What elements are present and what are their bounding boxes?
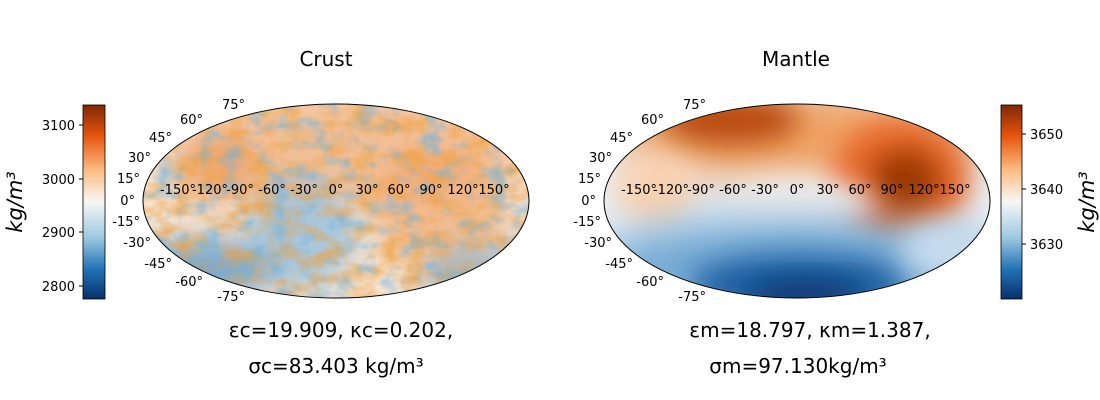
crust-cbar-tick-3100: 3100 (42, 119, 75, 134)
crust-lon-label: -90° (226, 183, 254, 198)
crust-lat-label: -75° (217, 290, 245, 305)
mantle-lat-label: 30° (589, 151, 612, 166)
mantle-lat-label: -30° (584, 236, 612, 251)
crust-latitude-labels: 75° 60° 45° 30° 15° 0° -15° -30° -45° -6… (112, 98, 245, 305)
crust-lat-label: 15° (117, 172, 140, 187)
mantle-latitude-labels: 75° 60° 45° 30° 15° 0° -15° -30° -45° -6… (573, 98, 706, 305)
mantle-lat-label: -45° (605, 257, 633, 272)
crust-lon-label: 90° (419, 183, 442, 198)
mantle-lat-label: -75° (678, 290, 706, 305)
mantle-lon-label: -120° (653, 183, 689, 198)
mantle-cbar-tick-3650: 3650 (1030, 128, 1063, 143)
mantle-colorbar-label: kg/m³ (1075, 171, 1099, 232)
crust-lat-label: -30° (123, 236, 151, 251)
crust-lat-label: 75° (222, 98, 245, 113)
mantle-longitude-labels: -150° -120° -90° -60° -30° 0° 30° 60° 90… (621, 183, 971, 198)
mantle-colorbar-ticks (1022, 133, 1026, 245)
mantle-cbar-tick-3640: 3640 (1030, 183, 1063, 198)
mantle-lon-label: 90° (880, 183, 903, 198)
mantle-caption-line2: σm=97.130kg/m³ (709, 354, 886, 378)
mantle-lon-label: -90° (687, 183, 715, 198)
mantle-lat-label: 0° (581, 194, 596, 209)
crust-colorbar: 3100 3000 2900 2800 kg/m³ (3, 104, 106, 300)
mantle-lon-label: -150° (621, 183, 657, 198)
crust-lon-label: 120° (447, 183, 478, 198)
mantle-colorbar-gradient (1000, 104, 1023, 300)
crust-lat-label: 0° (120, 194, 135, 209)
crust-lon-label: -60° (258, 183, 286, 198)
mantle-colorbar: 3650 3640 3630 kg/m³ (1000, 104, 1099, 300)
crust-lon-label: 30° (355, 183, 378, 198)
crust-lon-label: -120° (192, 183, 228, 198)
mantle-title: Mantle (762, 47, 830, 71)
mantle-panel: Mantle 75° 60° 45° 30° 15° (573, 47, 1099, 378)
mantle-lon-label: 120° (908, 183, 939, 198)
crust-panel: Crust 3100 3000 2900 2800 kg/m³ (3, 47, 530, 378)
mantle-caption-line1: εm=18.797, κm=1.387, (689, 318, 930, 342)
crust-lon-label: -150° (160, 183, 196, 198)
mantle-lon-label: 0° (790, 183, 805, 198)
mantle-lat-label: 45° (610, 131, 633, 146)
crust-cbar-tick-2900: 2900 (42, 226, 75, 241)
mantle-lat-label: 15° (578, 172, 601, 187)
crust-caption-line2: σc=83.403 kg/m³ (248, 354, 423, 378)
crust-lon-label: 150° (478, 183, 509, 198)
mantle-lon-label: -30° (751, 183, 779, 198)
mantle-lat-label: 75° (683, 98, 706, 113)
crust-lat-label: -15° (112, 215, 140, 230)
mantle-lon-label: -60° (719, 183, 747, 198)
crust-cbar-tick-2800: 2800 (42, 280, 75, 295)
crust-colorbar-ticks (79, 124, 83, 287)
mantle-map (604, 104, 990, 298)
crust-lon-label: 0° (329, 183, 344, 198)
crust-lon-label: -30° (290, 183, 318, 198)
crust-longitude-labels: -150° -120° -90° -60° -30° 0° 30° 60° 90… (160, 183, 510, 198)
crust-cbar-tick-3000: 3000 (42, 173, 75, 188)
crust-map-outline (142, 103, 530, 299)
mantle-lon-label: 150° (939, 183, 970, 198)
crust-lat-label: -45° (144, 257, 172, 272)
mantle-cbar-tick-3630: 3630 (1030, 238, 1063, 253)
mantle-lat-label: -60° (636, 275, 664, 290)
mantle-lat-label: -15° (573, 215, 601, 230)
crust-lat-label: 45° (149, 131, 172, 146)
crust-colorbar-label: kg/m³ (3, 171, 27, 232)
crust-lat-label: 30° (128, 151, 151, 166)
mantle-lon-label: 30° (816, 183, 839, 198)
crust-lon-label: 60° (387, 183, 410, 198)
mantle-map-outline (603, 103, 991, 299)
crust-caption-line1: εc=19.909, κc=0.202, (229, 318, 453, 342)
crust-title: Crust (299, 47, 352, 71)
crust-lat-label: -60° (175, 275, 203, 290)
mantle-lon-label: 60° (848, 183, 871, 198)
mantle-lat-label: 60° (641, 113, 664, 128)
crust-lat-label: 60° (180, 113, 203, 128)
crust-colorbar-gradient (82, 104, 106, 300)
